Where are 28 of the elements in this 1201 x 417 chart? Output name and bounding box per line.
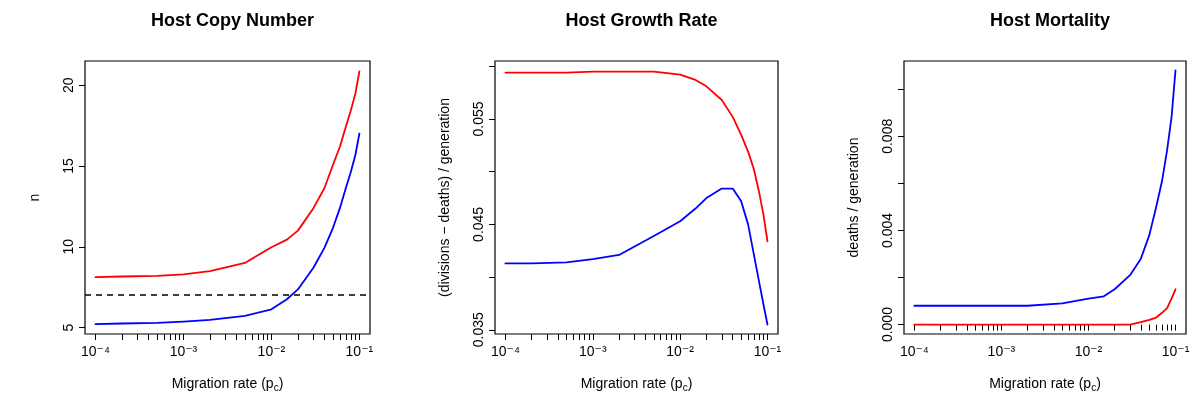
y-axis-title: deaths / generation: [845, 137, 861, 258]
chart-title: Host Mortality: [989, 10, 1111, 30]
x-tick-label: 10⁻¹: [1161, 343, 1190, 359]
y-tick-label: 5: [60, 323, 76, 332]
y-tick-label: 0.055: [470, 101, 486, 137]
y-axis-title: (divisions − deaths) / generation: [436, 98, 452, 297]
x-tick-label: 10⁻¹: [753, 343, 782, 359]
y-tick-label: 20: [60, 77, 76, 94]
x-tick-label: 10⁻²: [257, 343, 286, 359]
x-tick-label: 10⁻³: [169, 343, 198, 359]
y-tick-label: 0.004: [879, 212, 895, 248]
y-tick-label: 10: [60, 238, 76, 255]
x-tick-label: 10⁻¹: [345, 343, 374, 359]
x-tick-label: 10⁻⁴: [899, 343, 929, 359]
y-tick-label: 0.000: [879, 306, 895, 343]
x-tick-label: 10⁻³: [578, 343, 607, 359]
y-axis-title: n: [26, 193, 42, 202]
y-tick-label: 0.035: [470, 312, 486, 348]
x-tick-label: 10⁻²: [1074, 343, 1103, 359]
y-tick-label: 0.008: [879, 118, 895, 154]
x-tick-label: 10⁻⁴: [490, 343, 520, 359]
chart-title: Host Copy Number: [150, 10, 315, 30]
y-tick-label: 0.045: [470, 206, 486, 242]
x-tick-label: 10⁻³: [987, 343, 1016, 359]
y-tick-label: 15: [60, 158, 76, 174]
x-tick-label: 10⁻²: [666, 343, 695, 359]
chart-title: Host Growth Rate: [565, 10, 718, 30]
x-tick-label: 10⁻⁴: [80, 343, 110, 359]
